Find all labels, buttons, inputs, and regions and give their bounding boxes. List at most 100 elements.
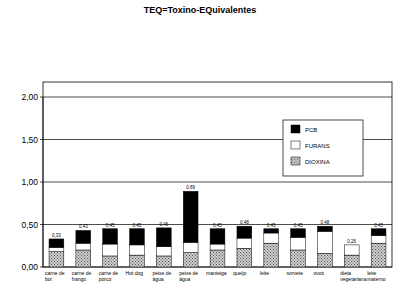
x-tick-line: vegetariana xyxy=(340,276,366,282)
bar-segment xyxy=(318,226,333,231)
x-tick-label: manteiga xyxy=(206,270,227,276)
y-tick-label: 2,00 xyxy=(21,92,38,102)
bar-segment xyxy=(318,231,333,253)
x-tick-line: ovos xyxy=(313,270,324,276)
bar-segment xyxy=(156,247,171,256)
x-tick-line: manteiga xyxy=(206,270,227,276)
plot-frame xyxy=(43,82,392,267)
x-tick-line: frango xyxy=(72,276,86,282)
x-tick-line: Hot dog xyxy=(126,270,144,276)
x-tick-label: leite xyxy=(260,270,269,276)
bar-segment xyxy=(237,226,252,238)
bar-segment xyxy=(237,238,252,248)
bar-segment xyxy=(76,250,91,267)
legend-swatch xyxy=(291,125,300,133)
tick-mark xyxy=(40,224,43,225)
bar-segment xyxy=(344,244,359,245)
grid-line xyxy=(43,97,392,98)
tick-mark xyxy=(40,267,43,268)
y-tick-label: 1,00 xyxy=(21,177,38,187)
bar-segment xyxy=(76,230,91,243)
total-label: 0,45 xyxy=(213,223,222,228)
x-tick-line: queijo xyxy=(233,270,247,276)
bar-segment xyxy=(130,255,145,267)
bar-segment xyxy=(210,244,225,250)
bar-segment xyxy=(49,247,64,251)
total-label: 0,45 xyxy=(106,223,115,228)
x-tick-line: materno xyxy=(367,276,386,282)
bar-segment xyxy=(344,255,359,267)
legend-label: DIOXINA xyxy=(305,159,330,165)
bar-segment xyxy=(210,250,225,267)
bar-segment xyxy=(237,248,252,267)
bar-segment xyxy=(371,229,386,236)
bar-segment xyxy=(210,229,225,244)
x-tick-label: carne defrango xyxy=(72,270,92,282)
x-tick-line: leite xyxy=(260,270,269,276)
bar-segment xyxy=(291,237,306,250)
x-tick-label: sorvete xyxy=(287,270,304,276)
x-tick-label: peixe deáguadoce xyxy=(179,270,198,283)
legend-label: PCB xyxy=(305,127,317,133)
x-tick-line: boi xyxy=(45,276,52,282)
legend-label: FURANS xyxy=(305,143,330,149)
labels: 0,33 0,43 0,45 0,45 0,46 0,89 0,45 0,48 0,45 0,45… xyxy=(52,185,383,244)
bar-segment xyxy=(264,243,279,267)
bar-segment xyxy=(291,250,306,267)
total-label: 0,45 xyxy=(294,223,303,228)
x-tick-line: salgada xyxy=(152,282,170,283)
bar-segment xyxy=(156,228,171,247)
bar-segment xyxy=(318,253,333,267)
bar-segment xyxy=(264,233,279,243)
x-tick-line: porco xyxy=(99,276,112,282)
title: TEQ=Toxino-EQuivalentes xyxy=(144,5,257,15)
bar-segment xyxy=(156,256,171,267)
chart: TEQ=Toxino-EQuivalentes 0,00 0,50 1,00 1,50 2… xyxy=(0,0,400,283)
total-label: 0,48 xyxy=(240,220,249,225)
x-tick-label: dietavegetariana xyxy=(340,270,366,282)
x-tick-line: doce xyxy=(179,282,190,283)
total-label: 0,26 xyxy=(347,239,356,244)
bars xyxy=(49,191,386,267)
bar-segment xyxy=(264,229,279,233)
legend-box xyxy=(283,120,363,176)
y-tick-label: 0,50 xyxy=(21,220,38,230)
total-label: 0,46 xyxy=(159,222,168,227)
bar-segment xyxy=(130,229,145,245)
x-tick-label: carne deboi xyxy=(45,270,65,282)
total-label: 0,43 xyxy=(79,224,88,229)
bar-segment xyxy=(183,253,198,267)
tick-mark xyxy=(40,139,43,140)
total-label: 0,89 xyxy=(186,185,195,190)
bar-segment xyxy=(371,236,386,244)
bar-segment xyxy=(183,191,198,242)
x-tick-label: queijo xyxy=(233,270,247,276)
bar-segment xyxy=(291,229,306,238)
x-tick-line: sorvete xyxy=(287,270,304,276)
bar-segment xyxy=(76,243,91,250)
bar-segment xyxy=(103,256,118,267)
legend-swatch xyxy=(291,157,300,165)
y-axis xyxy=(43,97,44,267)
bar-segment xyxy=(103,229,118,244)
x-tick-label: carne deporco xyxy=(99,270,119,282)
x-tick-label: ovos xyxy=(313,270,324,276)
grid-line xyxy=(43,182,392,183)
bar-segment xyxy=(49,252,64,267)
total-label: 0,45 xyxy=(267,223,276,228)
tick-mark xyxy=(40,182,43,183)
bar-segment xyxy=(103,244,118,256)
y-tick-label: 1,50 xyxy=(21,135,38,145)
total-label: 0,45 xyxy=(133,223,142,228)
total-label: 0,45 xyxy=(374,223,383,228)
total-label: 0,48 xyxy=(321,220,330,225)
x-tick-label: peixe deáguasalgada xyxy=(152,270,171,283)
y-tick-label: 0,00 xyxy=(21,262,38,272)
bar-segment xyxy=(130,245,145,255)
legend-swatch xyxy=(291,141,300,149)
bar-segment xyxy=(183,242,198,252)
tick-mark xyxy=(40,97,43,98)
bar-segment xyxy=(371,243,386,267)
total-label: 0,33 xyxy=(52,233,61,238)
bar-segment xyxy=(344,245,359,255)
